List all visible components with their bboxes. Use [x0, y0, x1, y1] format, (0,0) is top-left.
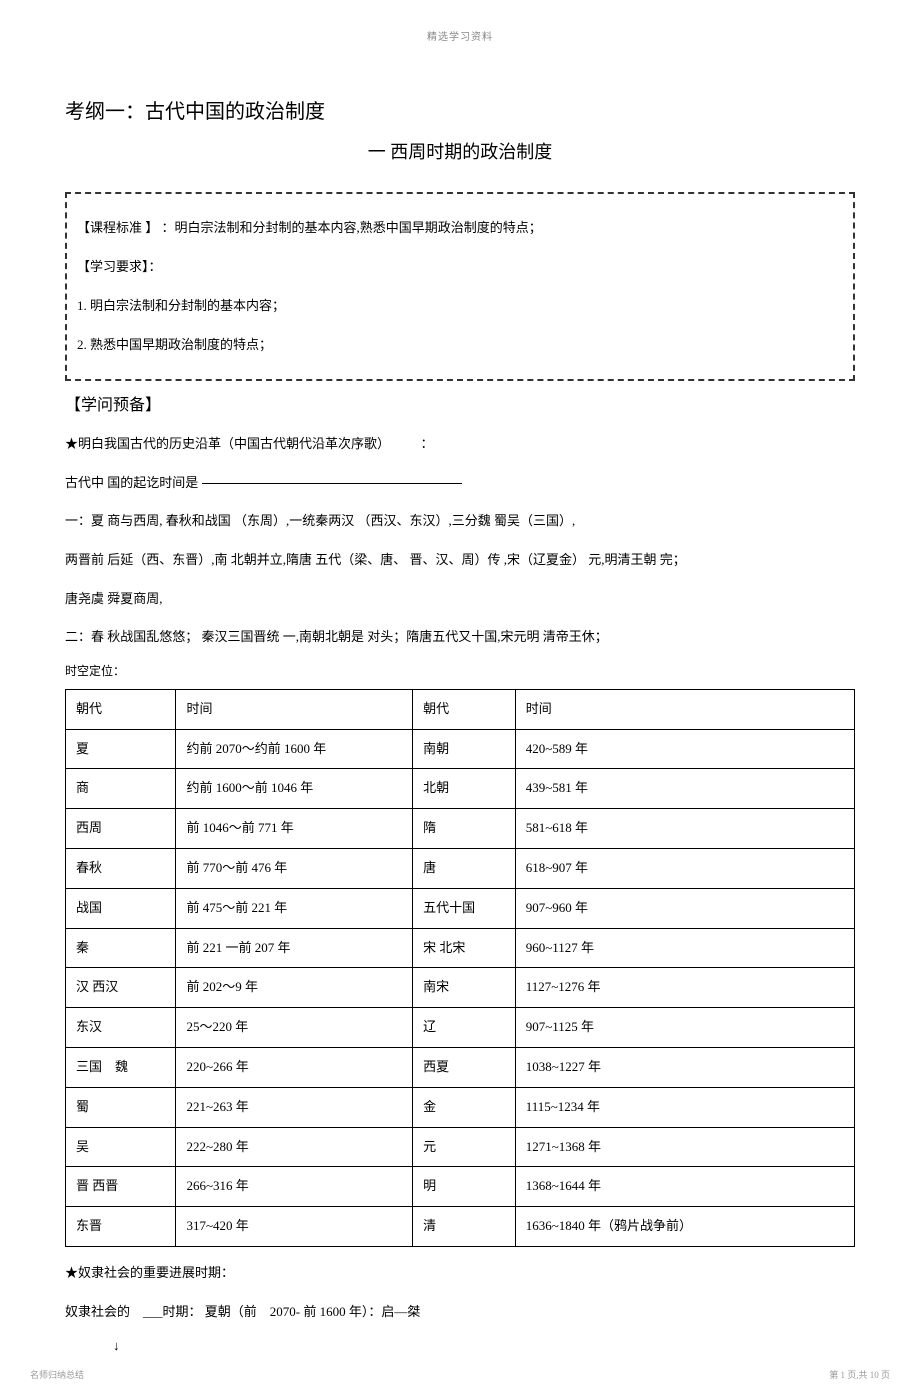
cell: 约前 1600～前 1046 年: [176, 769, 413, 809]
slave-society-star: ★奴隶社会的重要进展时期：: [65, 1259, 855, 1288]
cell: 220~266 年: [176, 1048, 413, 1088]
cell: 夏: [66, 729, 176, 769]
cell: 五代十国: [413, 888, 516, 928]
cell: 317~420 年: [176, 1207, 413, 1247]
cell: 吴: [66, 1127, 176, 1167]
standard-box: 【课程标准 】 ：明白宗法制和分封制的基本内容,熟悉中国早期政治制度的特点； 【…: [65, 192, 855, 381]
cell: 西夏: [413, 1048, 516, 1088]
table-row: 三国 魏220~266 年西夏1038~1227 年: [66, 1048, 855, 1088]
standard-text: ：明白宗法制和分封制的基本内容,熟悉中国早期政治制度的特点；: [162, 220, 542, 235]
footer-right: 第 1 页,共 10 页: [829, 1368, 890, 1382]
cell: 唐: [413, 849, 516, 889]
table-row: 秦前 221 一前 207 年宋 北宋960~1127 年: [66, 928, 855, 968]
table-row: 蜀221~263 年金1115~1234 年: [66, 1087, 855, 1127]
cell: 222~280 年: [176, 1127, 413, 1167]
prep-star-text: ★明白我国古代的历史沿革（中国古代朝代沿革次序歌）: [65, 436, 390, 451]
requirement-2: 2. 熟悉中国早期政治制度的特点；: [77, 329, 843, 360]
cell: 辽: [413, 1008, 516, 1048]
cell: 元: [413, 1127, 516, 1167]
cell: 1127~1276 年: [515, 968, 854, 1008]
header-col2: 时间: [176, 689, 413, 729]
down-arrow-icon: ↓: [113, 1336, 855, 1357]
prep-star-1: ★明白我国古代的历史沿革（中国古代朝代沿革次序歌） ：: [65, 430, 855, 459]
cell: 晋 西晋: [66, 1167, 176, 1207]
standard-label: 【课程标准 】: [77, 220, 158, 235]
cell: 618~907 年: [515, 849, 854, 889]
cell: 南朝: [413, 729, 516, 769]
cell: 1038~1227 年: [515, 1048, 854, 1088]
dynasty-table: 朝代 时间 朝代 时间 夏约前 2070～约前 1600 年南朝420~589 …: [65, 689, 855, 1247]
table-row: 商约前 1600～前 1046 年北朝439~581 年: [66, 769, 855, 809]
header-col4: 时间: [515, 689, 854, 729]
cell: 金: [413, 1087, 516, 1127]
cell: 266~316 年: [176, 1167, 413, 1207]
cell: 960~1127 年: [515, 928, 854, 968]
slave-society-line: 奴隶社会的 ___时期： 夏朝（前 2070- 前 1600 年）：启—桀: [65, 1298, 855, 1327]
cell: 907~1125 年: [515, 1008, 854, 1048]
prep-heading: 【学问预备】: [65, 393, 855, 419]
cell: 前 202～9 年: [176, 968, 413, 1008]
verse-3: 唐尧虞 舜夏商周,: [65, 585, 855, 614]
footer-left: 名师归纳总结: [30, 1368, 84, 1382]
verse-1: 一：夏 商与西周, 春秋和战国 （东周）,一统秦两汉 （西汉、东汉）,三分魏 蜀…: [65, 507, 855, 536]
cell: 前 221 一前 207 年: [176, 928, 413, 968]
colon: ：: [421, 436, 434, 451]
cell: 25～220 年: [176, 1008, 413, 1048]
cell: 221~263 年: [176, 1087, 413, 1127]
cell: 宋 北宋: [413, 928, 516, 968]
cell: 清: [413, 1207, 516, 1247]
cell: 商: [66, 769, 176, 809]
cell: 明: [413, 1167, 516, 1207]
table-row: 战国前 475～前 221 年五代十国907~960 年: [66, 888, 855, 928]
cell: 隋: [413, 809, 516, 849]
cell: 前 770～前 476 年: [176, 849, 413, 889]
header-col1: 朝代: [66, 689, 176, 729]
time-range-line: 古代中 国的起讫时间是: [65, 469, 855, 498]
cell: 907~960 年: [515, 888, 854, 928]
cell: 前 1046～前 771 年: [176, 809, 413, 849]
page-header: 精选学习资料: [65, 30, 855, 46]
table-row: 东晋317~420 年清1636~1840 年（鸦片战争前）: [66, 1207, 855, 1247]
table-row: 汉 西汉前 202～9 年南宋1127~1276 年: [66, 968, 855, 1008]
table-header-row: 朝代 时间 朝代 时间: [66, 689, 855, 729]
main-title: 考纲一：古代中国的政治制度: [65, 96, 855, 128]
cell: 581~618 年: [515, 809, 854, 849]
cell: 1271~1368 年: [515, 1127, 854, 1167]
cell: 蜀: [66, 1087, 176, 1127]
cell: 东汉: [66, 1008, 176, 1048]
cell: 汉 西汉: [66, 968, 176, 1008]
table-row: 西周前 1046～前 771 年隋581~618 年: [66, 809, 855, 849]
requirement-label: 【学习要求】：: [77, 251, 843, 282]
cell: 北朝: [413, 769, 516, 809]
table-row: 夏约前 2070～约前 1600 年南朝420~589 年: [66, 729, 855, 769]
cell: 南宋: [413, 968, 516, 1008]
cell: 西周: [66, 809, 176, 849]
cell: 前 475～前 221 年: [176, 888, 413, 928]
cell: 三国 魏: [66, 1048, 176, 1088]
blank-underline: [202, 483, 462, 484]
table-row: 吴222~280 年元1271~1368 年: [66, 1127, 855, 1167]
header-col3: 朝代: [413, 689, 516, 729]
cell: 1368~1644 年: [515, 1167, 854, 1207]
cell: 439~581 年: [515, 769, 854, 809]
verse-2: 两晋前 后延（西、东晋）,南 北朝并立,隋唐 五代（梁、唐、 晋、汉、周）传 ,…: [65, 546, 855, 575]
time-range-label: 古代中 国的起讫时间是: [65, 475, 198, 490]
positioning-label: 时空定位：: [65, 662, 855, 681]
cell: 东晋: [66, 1207, 176, 1247]
table-row: 春秋前 770～前 476 年唐618~907 年: [66, 849, 855, 889]
requirement-1: 1. 明白宗法制和分封制的基本内容；: [77, 290, 843, 321]
cell: 1115~1234 年: [515, 1087, 854, 1127]
verse-4: 二：春 秋战国乱悠悠； 秦汉三国晋统 一,南朝北朝是 对头；隋唐五代又十国,宋元…: [65, 623, 855, 652]
subtitle: 一 西周时期的政治制度: [65, 138, 855, 167]
standard-line-1: 【课程标准 】 ：明白宗法制和分封制的基本内容,熟悉中国早期政治制度的特点；: [77, 212, 843, 243]
table-row: 东汉25～220 年辽907~1125 年: [66, 1008, 855, 1048]
cell: 秦: [66, 928, 176, 968]
table-row: 晋 西晋266~316 年明1368~1644 年: [66, 1167, 855, 1207]
cell: 战国: [66, 888, 176, 928]
cell: 约前 2070～约前 1600 年: [176, 729, 413, 769]
cell: 春秋: [66, 849, 176, 889]
cell: 420~589 年: [515, 729, 854, 769]
cell: 1636~1840 年（鸦片战争前）: [515, 1207, 854, 1247]
